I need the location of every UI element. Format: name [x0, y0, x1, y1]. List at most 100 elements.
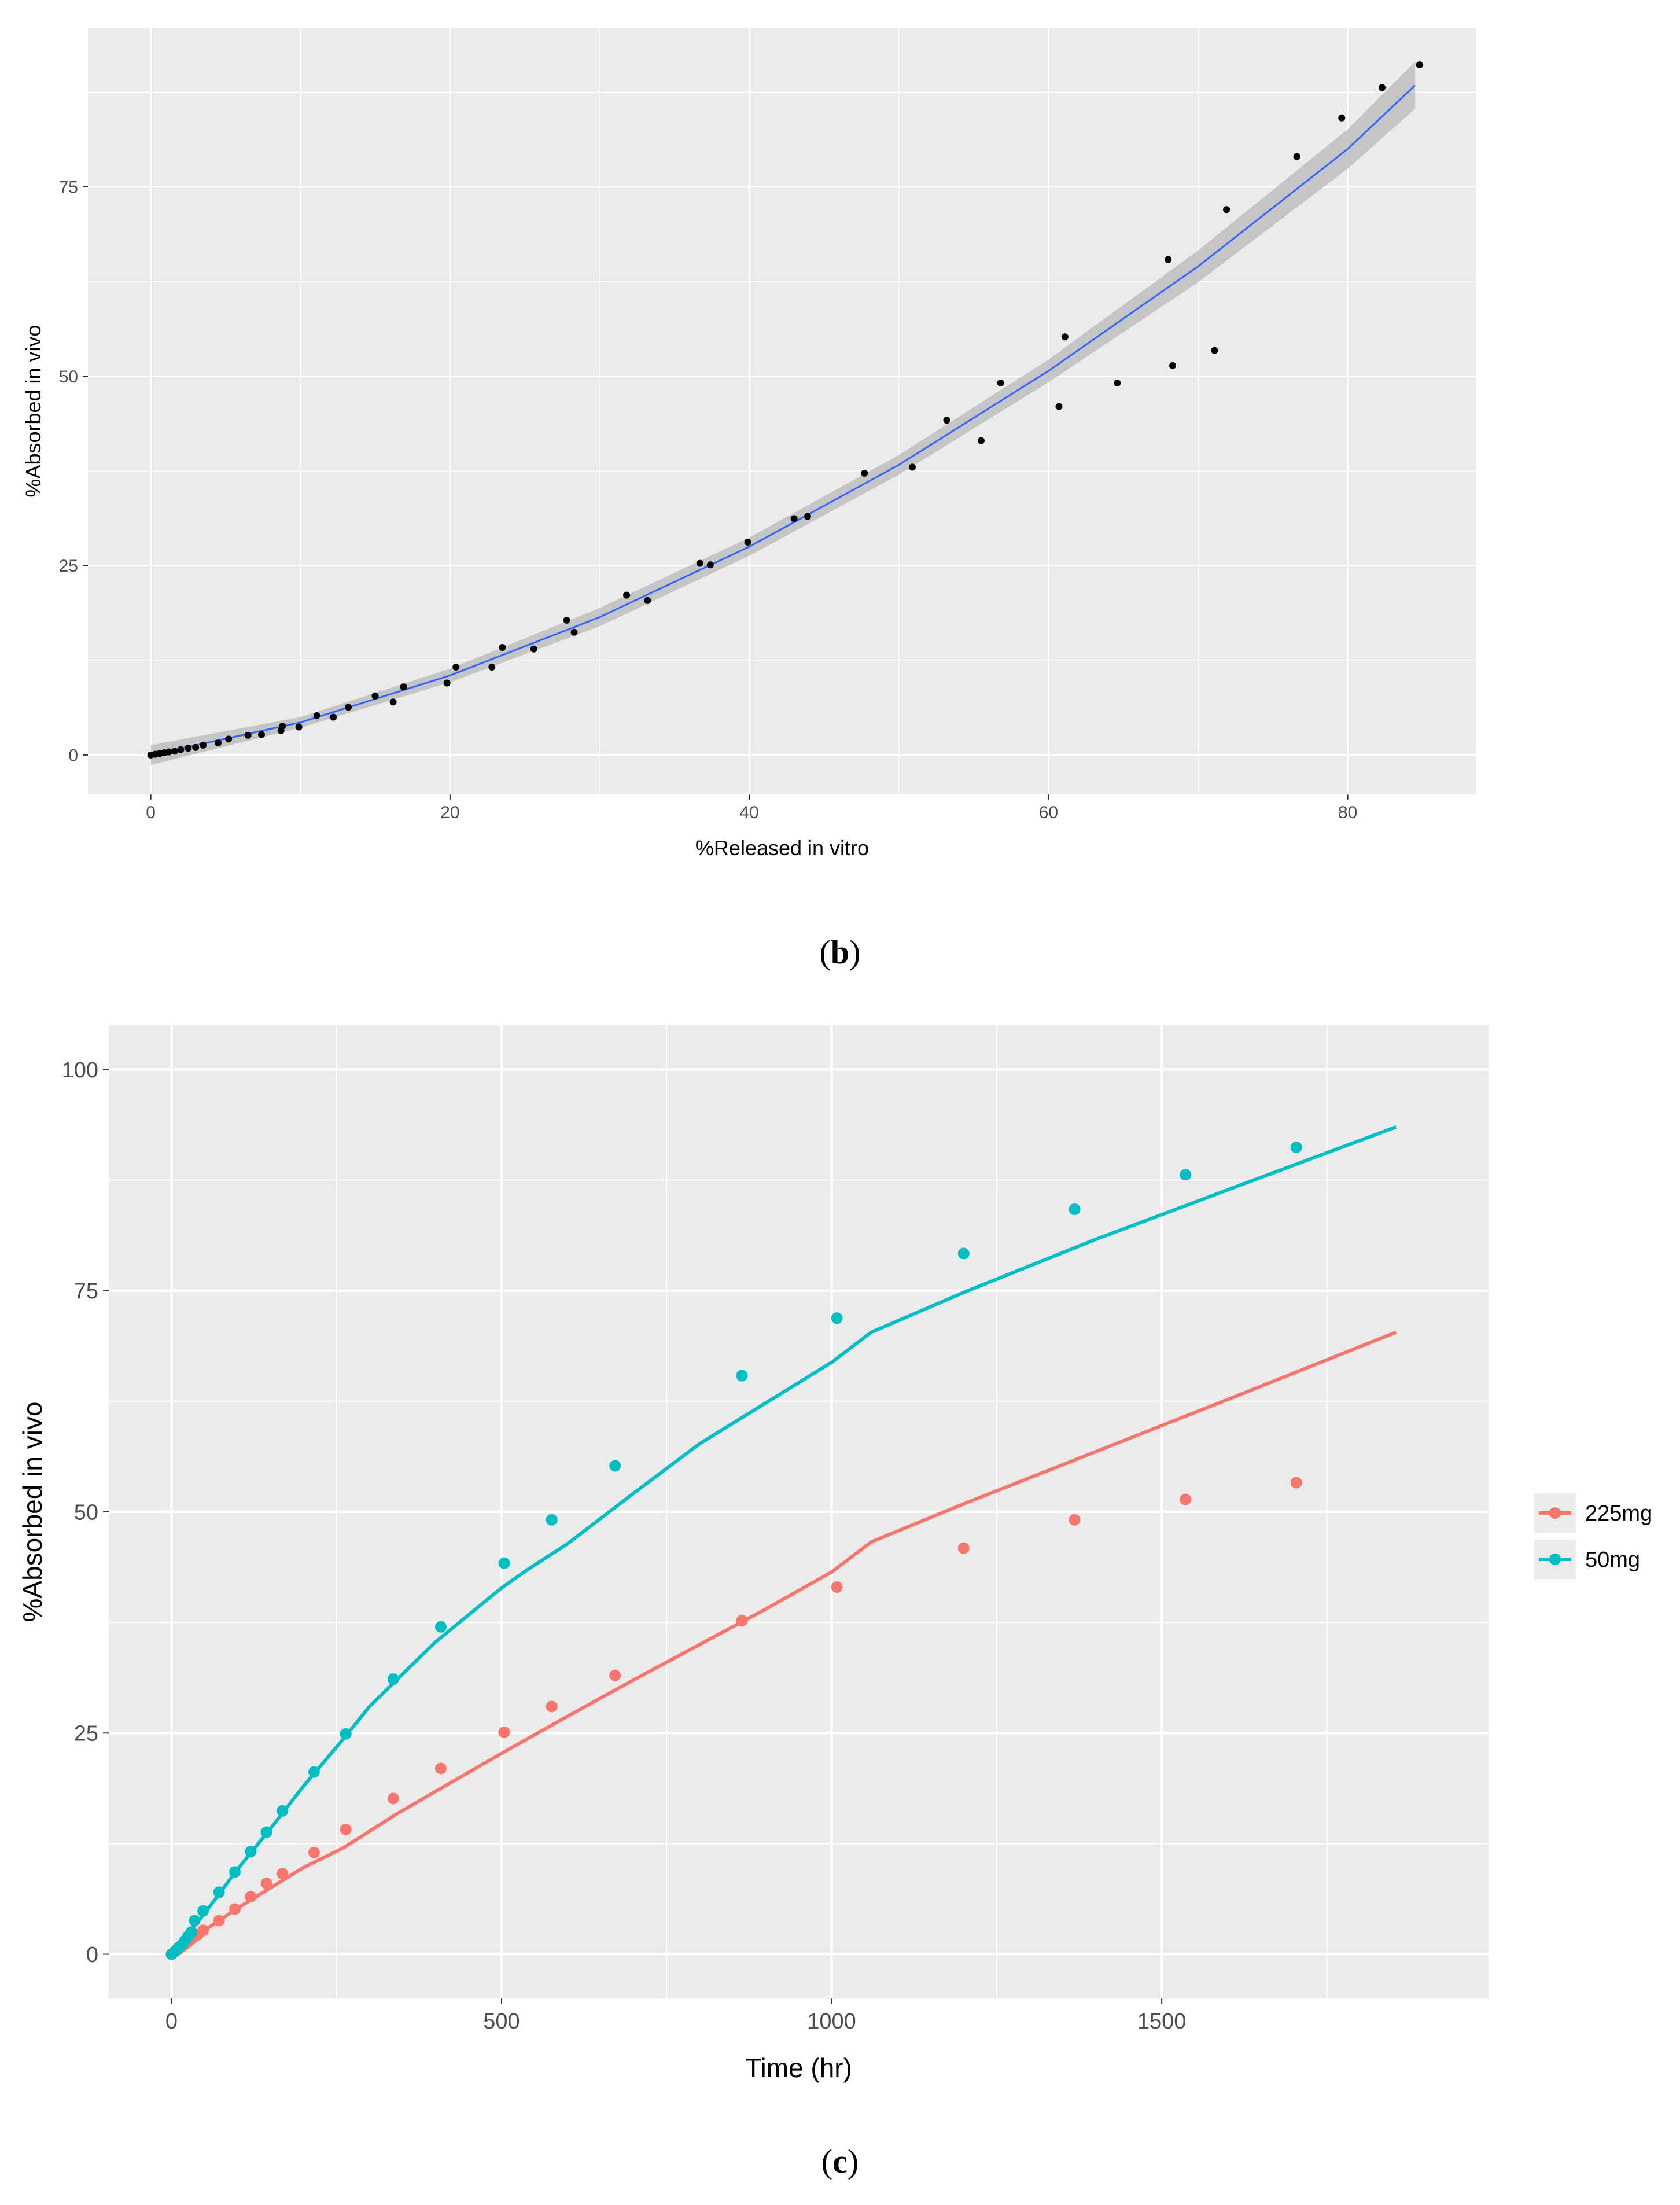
legend-key-point	[1549, 1554, 1561, 1565]
scatter-point	[861, 469, 868, 477]
observed-point-50mg	[229, 1866, 241, 1878]
y-tick-label: 75	[59, 178, 78, 197]
observed-point-50mg	[546, 1514, 558, 1526]
panel-label-c-open: (	[821, 2143, 832, 2180]
chart-c: 0 500 1000 1500 0 25 50 75 100 Time (hr) %Absorb…	[17, 1025, 1652, 2180]
scatter-point	[1416, 61, 1423, 69]
x-tick-label: 1000	[807, 2009, 856, 2034]
scatter-point	[1061, 333, 1069, 341]
panel-label-b: (b)	[820, 933, 861, 971]
scatter-point	[977, 437, 985, 444]
observed-point-50mg	[609, 1460, 621, 1472]
chart-b-points	[147, 61, 1423, 759]
observed-point-50mg	[340, 1728, 352, 1740]
scatter-point	[696, 559, 703, 567]
x-tick-label: 20	[440, 803, 459, 822]
scatter-point	[1338, 114, 1346, 122]
chart-c-observed-points	[165, 1142, 1302, 1960]
x-tick-label: 1500	[1137, 2009, 1187, 2034]
scatter-point	[279, 723, 286, 730]
chart-c-y-axis-title: %Absorbed in vivo	[17, 1402, 47, 1622]
observed-point-225mg	[736, 1615, 748, 1627]
panel-label-b-open: (	[820, 933, 831, 971]
x-tick-label: 80	[1338, 803, 1357, 822]
y-tick-label: 25	[59, 557, 78, 576]
scatter-point	[400, 683, 407, 691]
chart-c-legend: 225mg 50mg	[1534, 1493, 1652, 1579]
observed-point-225mg	[387, 1792, 399, 1805]
observed-point-225mg	[245, 1891, 257, 1903]
scatter-point	[1211, 347, 1218, 354]
observed-point-225mg	[1180, 1493, 1192, 1505]
scatter-point	[644, 597, 651, 604]
scatter-point	[563, 616, 570, 624]
scatter-point	[997, 380, 1004, 387]
observed-point-225mg	[340, 1823, 352, 1835]
predicted-line-50mg	[170, 1125, 1397, 1956]
x-tick-label: 40	[739, 803, 758, 822]
scatter-point	[215, 739, 222, 746]
panel-label-c-close: )	[848, 2143, 859, 2180]
chart-c-axes: 0 500 1000 1500 0 25 50 75 100	[62, 1058, 1187, 2034]
chart-b-gridlines	[88, 28, 1476, 794]
observed-point-225mg	[957, 1542, 970, 1554]
observed-point-50mg	[498, 1557, 510, 1569]
scatter-point	[570, 628, 578, 636]
scatter-point	[1165, 256, 1172, 263]
observed-point-50mg	[245, 1846, 257, 1858]
scatter-point	[499, 643, 506, 651]
scatter-point	[177, 746, 185, 753]
observed-point-50mg	[1180, 1169, 1192, 1181]
scatter-point	[488, 664, 496, 671]
observed-point-50mg	[197, 1905, 209, 1917]
legend-label-50mg: 50mg	[1585, 1548, 1640, 1572]
scatter-point	[313, 712, 320, 719]
observed-point-50mg	[736, 1370, 748, 1382]
observed-point-225mg	[308, 1846, 320, 1858]
chart-b-y-axis-title: %Absorbed in vivo	[21, 325, 45, 497]
observed-point-225mg	[213, 1915, 225, 1927]
legend-label-225mg: 225mg	[1585, 1501, 1652, 1526]
panel-label-c: (c)	[821, 2143, 859, 2180]
predicted-line-225mg	[170, 1330, 1397, 1956]
observed-point-50mg	[1290, 1142, 1302, 1154]
observed-point-50mg	[831, 1312, 843, 1324]
scatter-point	[330, 713, 337, 721]
observed-point-50mg	[957, 1247, 970, 1260]
scatter-point	[804, 513, 811, 520]
scatter-point	[225, 735, 233, 743]
scatter-point	[1223, 206, 1230, 213]
scatter-point	[1293, 153, 1300, 160]
scatter-point	[1379, 84, 1386, 91]
panel-label-b-close: )	[849, 933, 860, 971]
x-tick-label: 0	[146, 803, 156, 822]
observed-point-225mg	[1290, 1477, 1302, 1489]
y-tick-label: 25	[74, 1722, 98, 1746]
observed-point-225mg	[277, 1868, 289, 1880]
panel-label-b-letter: b	[831, 933, 849, 971]
scatter-point	[389, 698, 397, 706]
observed-point-225mg	[197, 1924, 209, 1937]
chart-b-axes: 0 20 40 60 80 0 25 50 75	[59, 178, 1358, 822]
observed-point-50mg	[277, 1805, 289, 1817]
scatter-point	[909, 463, 916, 471]
scatter-point	[744, 539, 751, 546]
scatter-point	[185, 745, 192, 752]
scatter-point	[623, 591, 631, 599]
observed-point-225mg	[609, 1669, 621, 1681]
scatter-point	[345, 704, 352, 711]
scatter-point	[244, 731, 252, 739]
scatter-point	[258, 731, 265, 738]
chart-c-predicted-lines	[170, 1125, 1397, 1956]
chart-b: 0 20 40 60 80 0 25 50 75 %Released in vitro %Abs…	[21, 28, 1476, 971]
chart-c-gridlines	[109, 1025, 1489, 1998]
y-tick-label: 50	[59, 367, 78, 386]
observed-point-50mg	[387, 1673, 399, 1685]
scatter-point	[530, 645, 537, 653]
observed-point-225mg	[1069, 1514, 1081, 1526]
y-tick-label: 0	[86, 1943, 98, 1967]
panel-label-c-letter: c	[832, 2143, 848, 2180]
chart-b-plot-panel	[88, 28, 1476, 794]
observed-point-50mg	[434, 1621, 447, 1633]
scatter-point	[443, 679, 451, 687]
